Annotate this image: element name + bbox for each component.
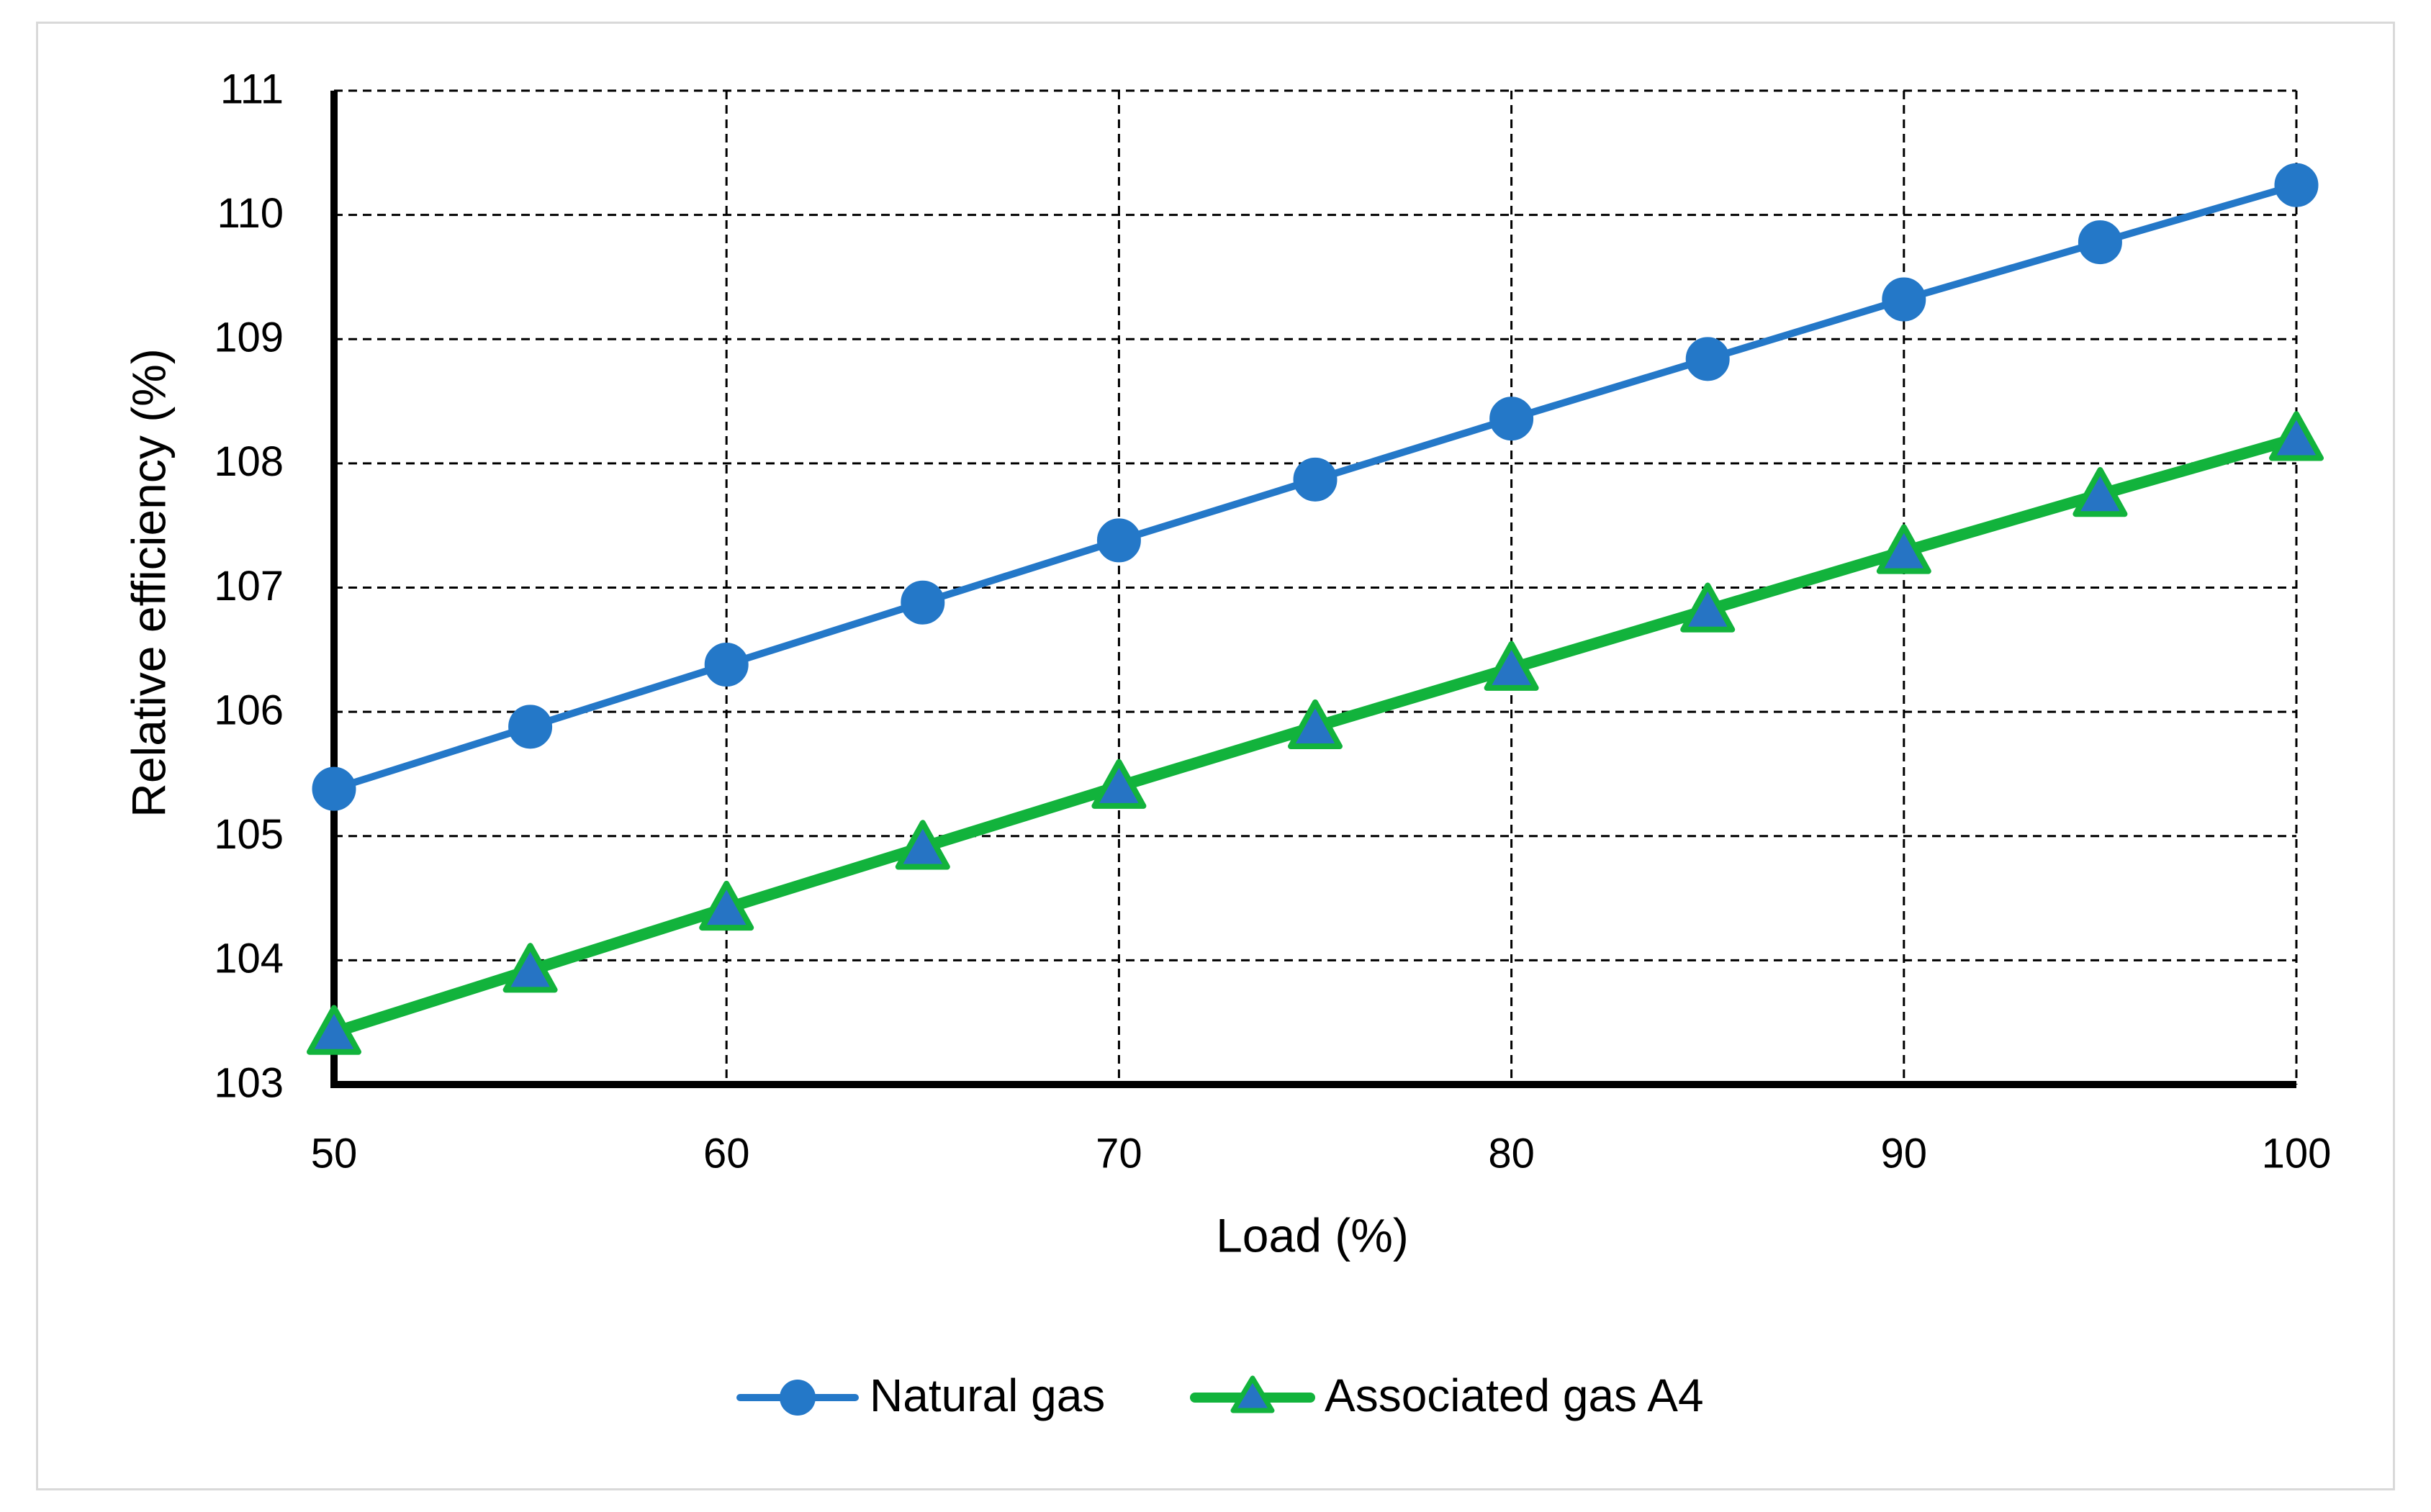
data-point-natural-gas-95[interactable] <box>2078 220 2122 265</box>
series-natural-gas[interactable] <box>312 163 2319 811</box>
data-point-natural-gas-85[interactable] <box>1685 337 1730 381</box>
data-point-associated-gas-a4-80[interactable] <box>1484 640 1539 691</box>
data-point-associated-gas-a4-90[interactable] <box>1876 524 1931 574</box>
x-tick-label-100: 100 <box>2262 1130 2332 1177</box>
x-axis-title: Load (%) <box>1216 1208 1409 1262</box>
legend-label-natural-gas: Natural gas <box>870 1370 1105 1421</box>
series-group <box>307 163 2324 1055</box>
y-tick-label-104: 104 <box>214 936 284 982</box>
legend-label-associated-gas-a4: Associated gas A4 <box>1325 1370 1704 1421</box>
y-tick-label-110: 110 <box>217 190 284 237</box>
y-axis-title: Relative efficiency (%) <box>122 348 175 818</box>
data-point-associated-gas-a4-75[interactable] <box>1288 699 1343 750</box>
y-tick-label-103: 103 <box>214 1059 284 1106</box>
data-point-natural-gas-100[interactable] <box>2274 163 2319 207</box>
data-point-associated-gas-a4-65[interactable] <box>895 820 950 870</box>
data-point-natural-gas-70[interactable] <box>1096 518 1141 563</box>
y-tick-label-105: 105 <box>214 811 284 858</box>
y-tick-label-107: 107 <box>214 563 284 610</box>
x-tick-label-50: 50 <box>311 1130 358 1177</box>
data-point-natural-gas-75[interactable] <box>1293 457 1338 502</box>
data-point-natural-gas-55[interactable] <box>508 705 553 749</box>
data-point-natural-gas-60[interactable] <box>704 643 749 687</box>
x-tick-labels: 50 60 70 80 90 100 <box>311 1130 2332 1177</box>
data-point-associated-gas-a4-50[interactable] <box>307 1005 361 1055</box>
data-point-associated-gas-a4-100[interactable] <box>2269 411 2324 461</box>
legend-natural-gas-circle-icon <box>780 1380 816 1416</box>
y-tick-labels: 103 104 105 106 107 108 109 110 111 <box>214 65 284 1106</box>
y-tick-label-108: 108 <box>214 438 284 485</box>
data-point-associated-gas-a4-60[interactable] <box>699 880 754 931</box>
data-point-natural-gas-65[interactable] <box>901 580 945 625</box>
series-associated-gas-a4[interactable] <box>307 411 2324 1055</box>
legend-associated-gas-triangle-icon <box>1230 1375 1275 1413</box>
data-point-associated-gas-a4-70[interactable] <box>1091 759 1147 809</box>
data-point-associated-gas-a4-85[interactable] <box>1680 582 1736 633</box>
x-tick-label-90: 90 <box>1881 1130 1928 1177</box>
data-point-natural-gas-50[interactable] <box>312 766 356 811</box>
legend-item-natural-gas[interactable]: Natural gas <box>736 1370 1105 1421</box>
legend[interactable]: Natural gas Associated gas A4 <box>736 1370 1704 1421</box>
data-point-natural-gas-90[interactable] <box>1882 277 1926 322</box>
x-tick-label-70: 70 <box>1096 1130 1142 1177</box>
y-tick-label-106: 106 <box>214 687 284 733</box>
x-tick-label-80: 80 <box>1488 1130 1535 1177</box>
axes <box>330 91 2296 1088</box>
data-point-associated-gas-a4-95[interactable] <box>2073 467 2128 517</box>
x-tick-label-60: 60 <box>703 1130 750 1177</box>
y-tick-label-109: 109 <box>214 314 284 361</box>
y-tick-label-111: 111 <box>220 65 284 112</box>
legend-item-associated-gas-a4[interactable]: Associated gas A4 <box>1190 1370 1704 1421</box>
data-point-natural-gas-80[interactable] <box>1489 397 1534 441</box>
data-point-associated-gas-a4-55[interactable] <box>502 943 558 993</box>
